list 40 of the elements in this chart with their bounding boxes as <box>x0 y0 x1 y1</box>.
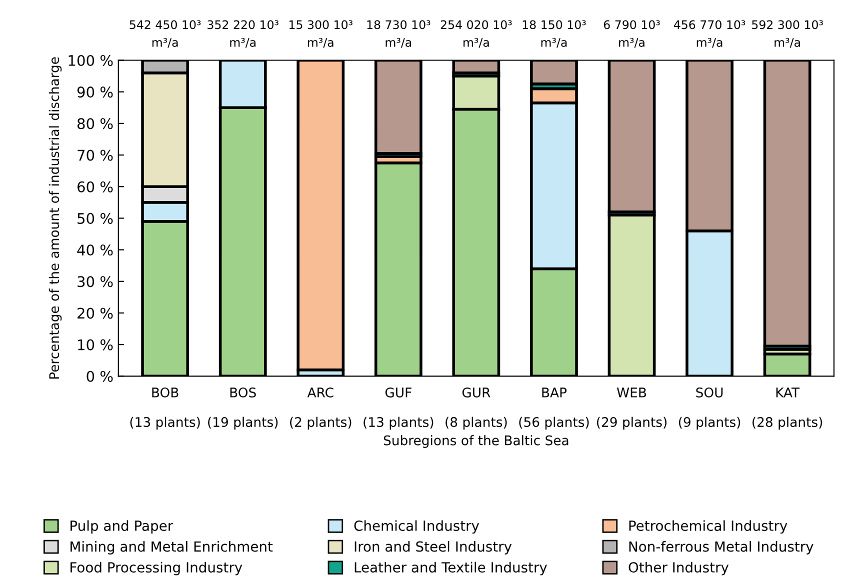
annotation: 542 450 10³ m³/a <box>130 20 201 48</box>
legend-label: Chemical Industry <box>354 520 480 534</box>
legend-label: Food Processing Industry <box>70 562 242 576</box>
annotation: 6 790 10³ m³/a <box>604 20 660 48</box>
legend-label: Leather and Textile Industry <box>354 562 547 576</box>
y-tick-label: 70 % <box>78 150 113 161</box>
category-label: KAT (28 plants) <box>752 388 822 430</box>
category-label: ARC (2 plants) <box>290 388 352 430</box>
y-tick-label: 40 % <box>77 244 113 256</box>
category-label: BOS (19 plants) <box>208 388 278 430</box>
x-axis-title: Subregions of the Baltic Sea <box>384 435 568 448</box>
y-tick-label: 20 % <box>78 308 113 319</box>
y-tick-label: 90 % <box>77 86 113 98</box>
y-tick-label: 50 % <box>78 212 113 224</box>
annotation: 592 300 10³ m³/a <box>752 20 823 48</box>
annotation: 15 300 10³ m³/a <box>290 20 352 48</box>
legend-label: Petrochemical Industry <box>629 520 788 534</box>
legend-label: Pulp and Paper <box>70 520 174 534</box>
category-label: GUF (13 plants) <box>364 388 434 430</box>
annotation: 456 770 10³ m³/a <box>674 20 746 48</box>
legend-label: Iron and Steel Industry <box>354 541 512 554</box>
annotation: 18 730 10³ m³/a <box>367 20 430 48</box>
legend-label: Mining and Metal Enrichment <box>70 541 273 554</box>
annotation: 352 220 10³ m³/a <box>208 20 278 48</box>
legend-label: Non-ferrous Metal Industry <box>629 541 814 554</box>
y-tick-label: 60 % <box>78 181 113 192</box>
y-tick-label: 30 % <box>78 276 113 288</box>
annotation: 18 150 10³ m³/a <box>522 20 586 48</box>
legend-label: Other Industry <box>628 562 729 576</box>
category-label: SOU (9 plants) <box>678 388 740 430</box>
category-label: GUR (8 plants) <box>446 388 507 430</box>
category-label: BOB (13 plants) <box>130 388 200 430</box>
y-axis-title: Percentage of the amount of industrial discharge <box>48 57 62 379</box>
category-label: BAP (56 plants) <box>519 388 589 430</box>
y-tick-label: 10 % <box>78 339 113 350</box>
y-tick-label: 80 % <box>77 118 113 130</box>
y-tick-label: 100 % <box>68 54 113 66</box>
category-label: WEB (29 plants) <box>596 388 667 430</box>
y-tick-label: 0 % <box>86 370 113 382</box>
annotation: 254 020 10³ m³/a <box>440 20 512 48</box>
